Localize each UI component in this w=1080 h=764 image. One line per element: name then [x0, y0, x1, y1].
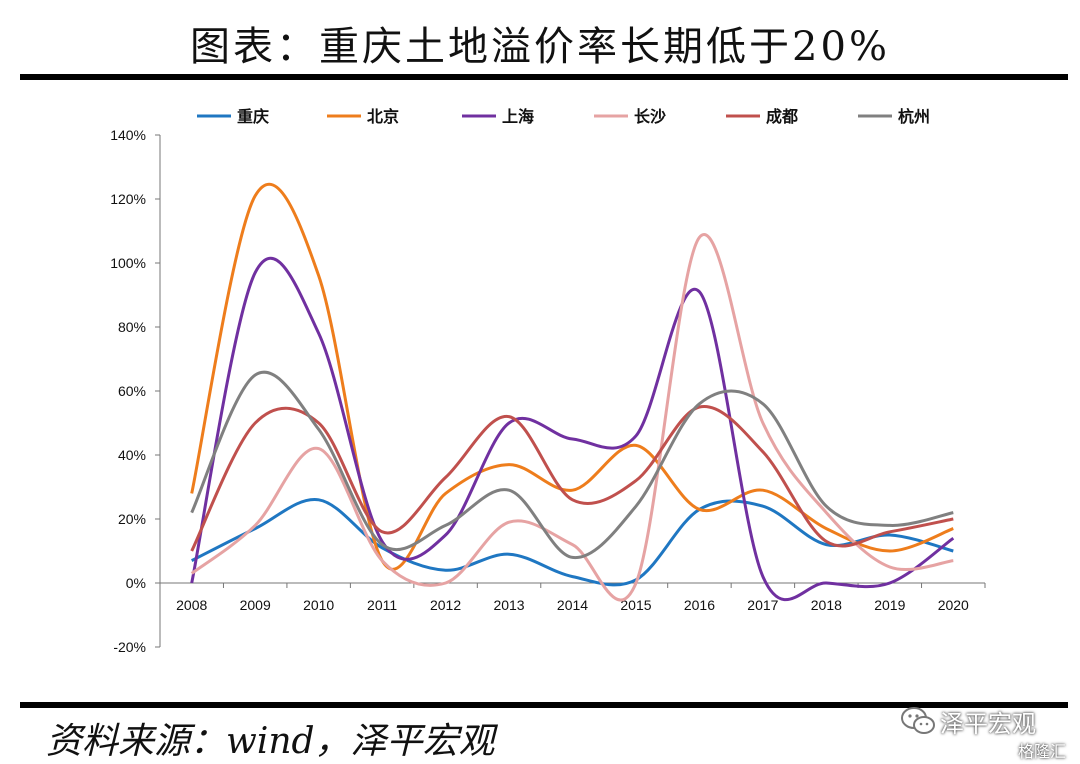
legend-label: 重庆	[237, 107, 269, 126]
x-tick-label: 2018	[811, 597, 842, 613]
x-tick-label: 2012	[430, 597, 461, 613]
x-tick-label: 2014	[557, 597, 588, 613]
series-line-3	[190, 256, 955, 602]
title-divider	[20, 74, 1068, 80]
y-tick-label: -20%	[113, 639, 146, 655]
y-tick-label: 40%	[118, 447, 146, 463]
legend-label: 长沙	[634, 107, 666, 126]
x-tick-label: 2017	[747, 597, 778, 613]
series-line-4	[190, 233, 954, 602]
x-tick-label: 2010	[303, 597, 334, 613]
y-tick-label: 100%	[110, 255, 146, 271]
series-line-5	[190, 404, 954, 552]
series-line-6	[190, 370, 954, 559]
x-tick-label: 2015	[620, 597, 651, 613]
chart-series	[190, 182, 955, 602]
y-tick-label: 60%	[118, 383, 146, 399]
source-divider	[20, 702, 1068, 708]
legend-label: 成都	[766, 107, 798, 126]
source-note: 资料来源：wind，泽平宏观	[46, 721, 495, 762]
chart-legend: 重庆 北京 上海 长沙 成都 杭州	[197, 107, 930, 126]
line-chart: 重庆 北京 上海 长沙 成都 杭州 -20% 0% 20% 40% 60% 80% 100% 120% 1…	[110, 107, 986, 655]
y-tick-label: 20%	[118, 511, 146, 527]
x-tick-label: 2020	[938, 597, 969, 613]
x-tick-label: 2011	[367, 597, 397, 613]
y-tick-label: 80%	[118, 319, 146, 335]
y-tick-label: 120%	[110, 191, 146, 207]
watermark-brand: 格隆汇	[1018, 742, 1067, 761]
x-tick-label: 2016	[684, 597, 715, 613]
legend-label: 北京	[367, 107, 399, 126]
x-tick-label: 2009	[240, 597, 271, 613]
x-tick-label: 2008	[176, 597, 207, 613]
x-tick-label: 2013	[493, 597, 524, 613]
series-line-1	[191, 498, 954, 587]
chart-axes: -20% 0% 20% 40% 60% 80% 100% 120% 140% 2008 2009 20…	[110, 127, 986, 655]
legend-label: 上海	[502, 107, 534, 126]
watermark-name: 泽平宏观	[940, 710, 1036, 738]
wechat-icon	[901, 707, 935, 734]
watermark: 泽平宏观 格隆汇	[900, 702, 1070, 762]
page-title: 图表：重庆土地溢价率长期低于20%	[190, 24, 890, 70]
x-tick-label: 2019	[874, 597, 905, 613]
y-tick-label: 140%	[110, 127, 146, 143]
series-line-2	[190, 182, 954, 571]
y-tick-label: 0%	[126, 575, 146, 591]
legend-label: 杭州	[898, 107, 930, 126]
